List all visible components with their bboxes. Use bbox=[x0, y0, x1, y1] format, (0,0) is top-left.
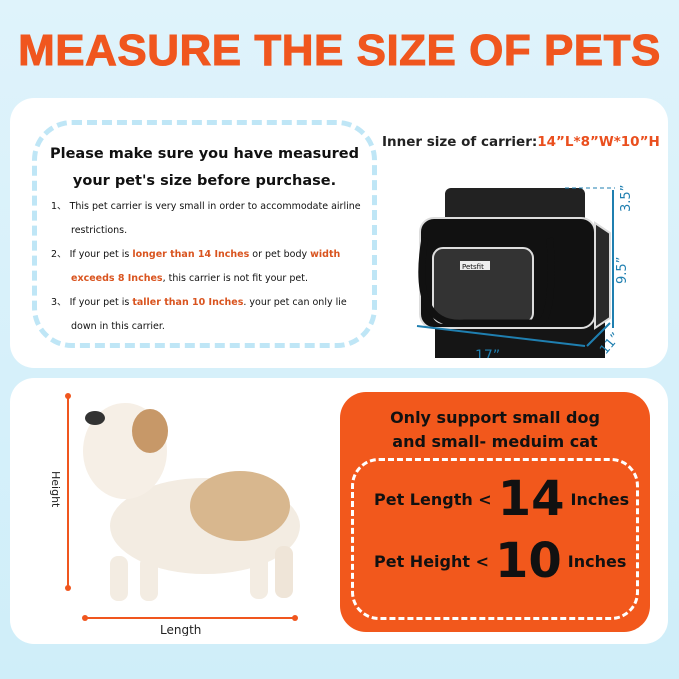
text: 3、 If your pet is bbox=[51, 297, 133, 308]
notice-box: Please make sure you have measured your p… bbox=[32, 120, 377, 348]
text: , this carrier is not fit your pet. bbox=[162, 273, 308, 284]
carrier-bag-image: Petsfit 3.5” 9.5” 17” 11” bbox=[416, 185, 634, 358]
support-line-1: Only support small dog bbox=[390, 408, 600, 427]
text: or pet body bbox=[249, 249, 311, 260]
highlight: longer than 14 Inches bbox=[132, 249, 250, 260]
limits-box: Pet Length <14 Inches Pet Height <10 Inche… bbox=[351, 458, 639, 620]
notice-heading-1: Please make sure you have measured bbox=[49, 146, 360, 162]
length-limit-value: 14 bbox=[497, 471, 565, 527]
size-card: Please make sure you have measured your p… bbox=[10, 98, 668, 368]
dim-top: 3.5” bbox=[619, 185, 634, 212]
length-label: Length bbox=[160, 623, 201, 636]
dog-image: Height Length bbox=[49, 393, 300, 636]
support-box: Only support small dog and small- meduim … bbox=[340, 392, 650, 632]
height-limit-value: 10 bbox=[495, 533, 562, 589]
length-limit: Pet Length <14 Inches bbox=[374, 475, 629, 523]
inner-value: 14”L*8”W*10”H bbox=[537, 134, 660, 150]
notice-item-3: 3、 If your pet is taller than 10 Inches.… bbox=[37, 291, 372, 339]
brand-text: Petsfit bbox=[462, 263, 484, 271]
inner-size-label: Inner size of carrier:14”L*8”W*10”H bbox=[382, 134, 660, 150]
notice-item-1: 1、 This pet carrier is very small in ord… bbox=[51, 201, 361, 236]
highlight: taller than 10 Inches bbox=[132, 297, 244, 308]
length-limit-label: Pet Length < bbox=[374, 489, 492, 509]
height-limit: Pet Height <10 Inches bbox=[374, 537, 626, 585]
dim-height: 9.5” bbox=[615, 257, 630, 284]
page-title: MEASURE THE SIZE OF PETS bbox=[18, 26, 661, 76]
height-limit-label: Pet Height < bbox=[374, 551, 489, 571]
pet-card: Height Length Only support small dog and … bbox=[10, 378, 668, 644]
inner-label: Inner size of carrier: bbox=[382, 134, 538, 150]
notice-heading-2: your pet's size before purchase. bbox=[72, 173, 337, 189]
height-label: Height bbox=[49, 471, 62, 508]
highlight: width exceeds 8 Inches bbox=[71, 249, 341, 284]
text: . your pet can only lie down in this car… bbox=[71, 297, 347, 332]
text: 2、 If your pet is bbox=[51, 249, 133, 260]
notice-item-2: 2、 If your pet is longer than 14 Inches … bbox=[37, 243, 372, 291]
dim-length: 17” bbox=[475, 348, 500, 358]
length-limit-unit: Inches bbox=[570, 489, 630, 509]
support-line-2: and small- meduim cat bbox=[392, 432, 598, 451]
height-limit-unit: Inches bbox=[567, 551, 627, 571]
